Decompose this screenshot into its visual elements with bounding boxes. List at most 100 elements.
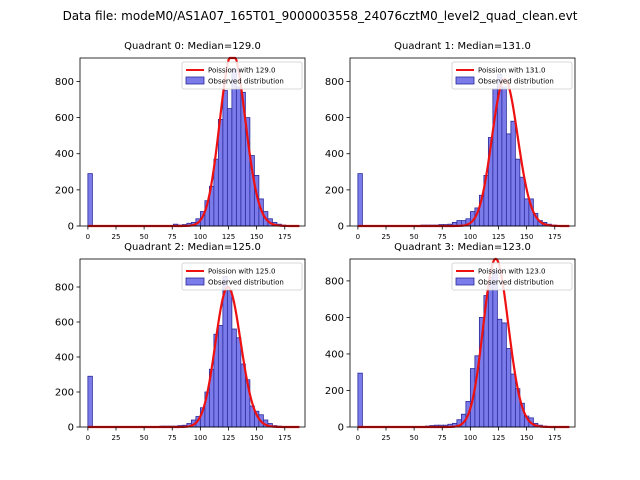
y-tick-label: 0 xyxy=(338,222,344,233)
legend-observed-swatch xyxy=(185,76,205,85)
y-tick-label: 200 xyxy=(55,388,74,399)
x-tick-label: 100 xyxy=(464,434,477,442)
histogram-bar xyxy=(235,86,242,227)
legend-box xyxy=(451,262,573,291)
legend-observed-swatch xyxy=(185,277,205,286)
y-tick-label: 0 xyxy=(338,423,344,434)
legend: Poission with 131.0 Observed distribution xyxy=(451,61,573,90)
legend-observed-swatch xyxy=(455,76,475,85)
histogram-bar xyxy=(510,373,516,428)
x-tick-label: 150 xyxy=(250,233,263,241)
histogram-bar xyxy=(523,198,530,227)
panel-quadrant-0: Quadrant 0: Median=129.0 0 25 50 75 100 125 150… xyxy=(55,41,306,241)
x-tick-label: 0 xyxy=(86,434,90,442)
y-tick-label: 200 xyxy=(55,185,74,196)
histogram-bar xyxy=(514,158,521,227)
x-tick-label: 50 xyxy=(410,233,419,241)
x-tick-label: 75 xyxy=(168,434,177,442)
legend-observed-label: Observed distribution xyxy=(208,279,284,287)
x-tick-label: 25 xyxy=(382,233,391,241)
histogram-bar xyxy=(226,108,233,227)
x-tick-label: 0 xyxy=(86,233,90,241)
histogram-bar xyxy=(226,290,233,428)
panel-quadrant-3: Quadrant 3: Median=123.0 0 25 50 75 100 125 150… xyxy=(325,242,576,442)
panel-quadrant-2: Quadrant 2: Median=125.0 0 25 50 75 100 125 150… xyxy=(55,242,306,442)
legend: Poission with 129.0 Observed distribution xyxy=(181,61,303,90)
panel-title: Quadrant 0: Median=129.0 xyxy=(124,41,261,52)
legend-observed-label: Observed distribution xyxy=(478,78,554,86)
x-tick-label: 25 xyxy=(112,434,121,442)
histogram-bar xyxy=(519,176,525,227)
x-tick-label: 150 xyxy=(520,434,533,442)
histogram-bar xyxy=(510,120,516,227)
x-tick-label: 100 xyxy=(194,434,207,442)
legend-observed-label: Observed distribution xyxy=(208,78,284,86)
y-tick-label: 200 xyxy=(325,386,344,397)
y-tick-label: 600 xyxy=(55,318,74,329)
axes-frame xyxy=(349,57,576,227)
x-tick-label: 75 xyxy=(168,233,177,241)
histogram-bar xyxy=(235,337,242,428)
x-tick-label: 100 xyxy=(464,233,477,241)
y-tick-label: 0 xyxy=(68,423,74,434)
x-tick-label: 175 xyxy=(278,233,291,241)
x-tick-label: 175 xyxy=(548,233,561,241)
legend-observed-swatch xyxy=(455,277,475,286)
y-tick-label: 800 xyxy=(325,276,344,287)
x-tick-label: 50 xyxy=(410,434,419,442)
histogram-bar xyxy=(487,276,494,428)
y-tick-label: 400 xyxy=(325,149,344,160)
histogram-bar xyxy=(492,269,498,428)
x-tick-label: 100 xyxy=(194,233,207,241)
x-tick-label: 50 xyxy=(140,233,149,241)
panel-title: Quadrant 3: Median=123.0 xyxy=(394,242,531,253)
y-tick-label: 800 xyxy=(325,77,344,88)
panel-title: Quadrant 1: Median=131.0 xyxy=(394,41,531,52)
y-tick-label: 800 xyxy=(55,77,74,88)
histogram-bar xyxy=(505,133,512,227)
x-tick-label: 25 xyxy=(382,434,391,442)
x-tick-label: 125 xyxy=(222,434,235,442)
x-tick-label: 125 xyxy=(492,434,505,442)
x-tick-label: 175 xyxy=(278,434,291,442)
histogram-bar xyxy=(496,318,503,428)
y-tick-label: 600 xyxy=(325,313,344,324)
x-tick-label: 125 xyxy=(492,233,505,241)
legend-fit-label: Poission with 123.0 xyxy=(478,268,546,276)
x-tick-label: 0 xyxy=(356,434,360,442)
legend-box xyxy=(181,262,303,291)
x-tick-label: 50 xyxy=(140,434,149,442)
histogram-bar xyxy=(87,173,93,227)
axes-frame xyxy=(79,57,306,227)
histogram-bar xyxy=(217,325,224,428)
histogram-bar xyxy=(505,348,512,428)
histogram-bar xyxy=(501,86,507,227)
x-tick-label: 25 xyxy=(112,233,121,241)
y-tick-label: 400 xyxy=(325,349,344,360)
poisson-fit-line xyxy=(357,78,570,228)
x-tick-label: 150 xyxy=(520,233,533,241)
legend-observed-label: Observed distribution xyxy=(478,279,554,287)
legend: Poission with 123.0 Observed distribution xyxy=(451,262,573,291)
panel-quadrant-1: Quadrant 1: Median=131.0 0 25 50 75 100 125 150… xyxy=(325,41,576,241)
y-tick-label: 600 xyxy=(325,113,344,124)
y-tick-label: 800 xyxy=(55,283,74,294)
histogram-bar xyxy=(231,68,237,227)
histogram-bar xyxy=(231,328,237,428)
histogram-bar xyxy=(87,375,93,428)
legend-box xyxy=(181,61,303,90)
y-tick-label: 400 xyxy=(55,353,74,364)
y-tick-label: 0 xyxy=(68,222,74,233)
x-tick-label: 150 xyxy=(250,434,263,442)
poisson-fit-line xyxy=(87,286,300,429)
histogram-bar xyxy=(501,322,507,428)
y-tick-label: 400 xyxy=(55,149,74,160)
x-tick-label: 75 xyxy=(438,233,447,241)
axes-frame xyxy=(349,258,576,428)
x-tick-label: 125 xyxy=(222,233,235,241)
panel-title: Quadrant 2: Median=125.0 xyxy=(124,242,261,253)
axes-frame xyxy=(79,258,306,428)
figure-suptitle: Data file: modeM0/AS1A07_165T01_90000035… xyxy=(63,9,578,23)
x-tick-label: 0 xyxy=(356,233,360,241)
